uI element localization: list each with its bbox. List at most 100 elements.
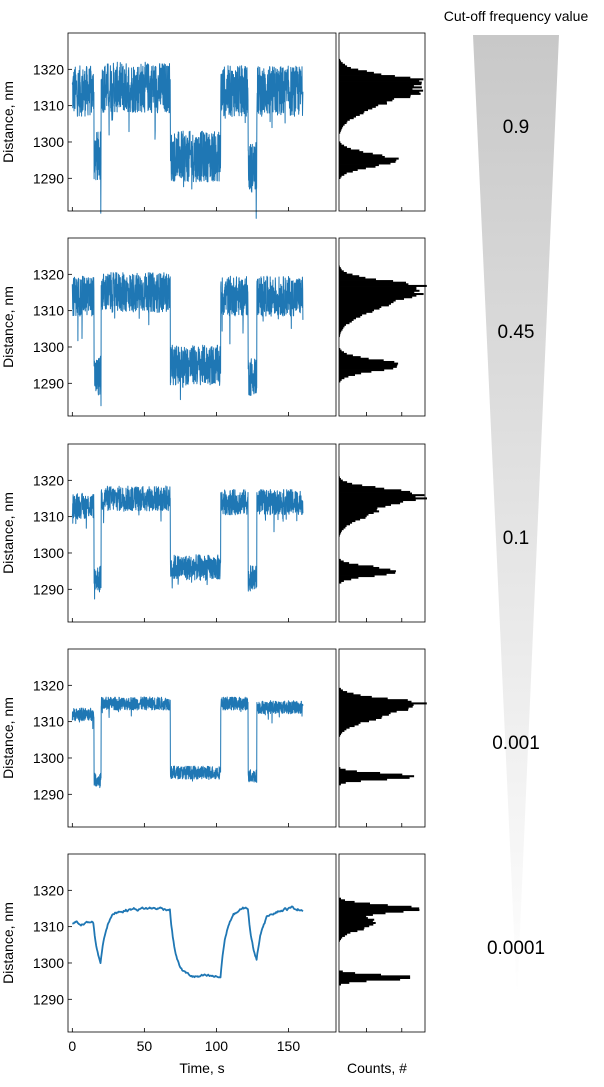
- histogram-bar: [339, 560, 344, 563]
- histogram-bar: [339, 299, 396, 302]
- histogram-bar: [339, 708, 409, 711]
- histogram-2: [339, 265, 427, 383]
- histogram-bar: [339, 533, 341, 536]
- histogram-bar: [339, 571, 396, 574]
- histogram-bar: [339, 154, 383, 157]
- y-tick-label: 1300: [33, 750, 64, 766]
- histogram-bar: [339, 691, 348, 694]
- histogram-bar: [339, 490, 411, 493]
- histogram-bar: [339, 705, 413, 708]
- histogram-bar: [339, 481, 348, 484]
- histogram-bar: [339, 71, 374, 74]
- cutoff-wedge: [473, 35, 559, 1000]
- histogram-bar: [339, 477, 341, 480]
- histogram-bar: [339, 296, 413, 299]
- histogram-bar: [339, 293, 424, 296]
- histogram-bar: [339, 726, 350, 729]
- histogram-bar: [339, 770, 357, 773]
- y-axis-label: Distance, nm: [0, 492, 16, 574]
- panel-5: 1290 1300 1310 1320 Distance, nm 0 50 100 150 0.0…: [0, 853, 545, 1054]
- histogram-bar: [339, 694, 361, 697]
- histogram-bar: [339, 921, 376, 924]
- histogram-bar: [339, 99, 393, 102]
- histogram-bar: [339, 905, 412, 908]
- histogram-bar: [339, 131, 341, 134]
- y-tick-label: 1320: [33, 266, 64, 282]
- histogram-bar: [339, 939, 340, 942]
- histogram-bar: [339, 104, 379, 107]
- trace-line-3: [71, 485, 304, 600]
- histogram-bar: [339, 915, 367, 918]
- histogram-bar: [339, 100, 387, 103]
- histogram-bar: [339, 164, 379, 167]
- histogram-bar: [339, 102, 387, 105]
- histogram-bar: [339, 728, 347, 731]
- histogram-bar: [339, 281, 406, 284]
- histogram-bar: [339, 70, 367, 73]
- histogram-bar: [339, 113, 360, 116]
- histogram-bar: [339, 712, 391, 715]
- histogram-bar: [339, 912, 386, 915]
- histogram-bar: [339, 484, 363, 487]
- histogram-bar: [339, 492, 412, 495]
- histogram-bar: [339, 500, 404, 503]
- histogram-bar: [339, 704, 414, 707]
- histogram-bar: [339, 499, 416, 502]
- histogram-bar: [339, 312, 367, 315]
- trace-line-2: [71, 272, 304, 407]
- histogram-bar: [339, 566, 380, 569]
- histogram-bar: [339, 529, 342, 532]
- histogram-bar: [339, 687, 341, 690]
- histogram-bar: [339, 275, 360, 278]
- histogram-bar: [339, 144, 345, 147]
- histogram-bar: [339, 776, 410, 779]
- histogram-bar: [339, 925, 370, 928]
- histogram-bar: [339, 508, 377, 511]
- histogram-bar: [339, 96, 411, 99]
- histogram-bar: [339, 511, 374, 514]
- histogram-bar: [339, 494, 425, 497]
- histogram-bar: [339, 327, 344, 330]
- histogram-bar: [339, 910, 404, 913]
- histogram-bar: [339, 141, 341, 144]
- y-axis-label: Distance, nm: [0, 81, 16, 163]
- histogram-bar: [339, 276, 366, 279]
- histogram-bar: [339, 578, 352, 581]
- histogram-bar: [339, 983, 341, 986]
- y-tick-label: 1300: [33, 339, 64, 355]
- histogram-bar: [339, 75, 395, 78]
- histogram-bar: [339, 91, 420, 94]
- histogram-bar: [339, 364, 398, 367]
- histogram-bar: [339, 310, 373, 313]
- y-tick-label: 1310: [33, 303, 64, 319]
- histogram-bar: [339, 515, 367, 518]
- histogram-bar: [339, 503, 391, 506]
- y-tick-label: 1310: [33, 509, 64, 525]
- cutoff-label-2: 0.45: [498, 322, 535, 343]
- trace-frame-2: [67, 237, 337, 417]
- histogram-bar: [339, 86, 422, 89]
- histogram-bar: [339, 699, 408, 702]
- histogram-bar: [339, 271, 347, 274]
- histogram-bar: [339, 89, 424, 92]
- y-tick-label: 1310: [33, 714, 64, 730]
- cutoff-label-4: 0.001: [492, 733, 540, 754]
- histogram-bar: [339, 270, 344, 273]
- histogram-bar: [339, 936, 343, 939]
- histogram-bar: [339, 294, 417, 297]
- histogram-bar: [339, 897, 341, 900]
- y-tick-label: 1300: [33, 545, 64, 561]
- histogram-bar: [339, 917, 368, 920]
- histogram-bar: [339, 570, 396, 573]
- histogram-bar: [339, 83, 422, 86]
- histogram-bar: [339, 291, 415, 294]
- histogram-bar: [339, 117, 354, 120]
- histogram-bar: [339, 487, 385, 490]
- histogram-bar: [339, 909, 420, 912]
- histogram-bar: [339, 710, 397, 713]
- histogram-bar: [339, 716, 382, 719]
- histogram-bar: [339, 369, 385, 372]
- y-tick-label: 1290: [33, 786, 64, 802]
- histogram-bar: [339, 565, 374, 568]
- histogram-bar: [339, 713, 389, 716]
